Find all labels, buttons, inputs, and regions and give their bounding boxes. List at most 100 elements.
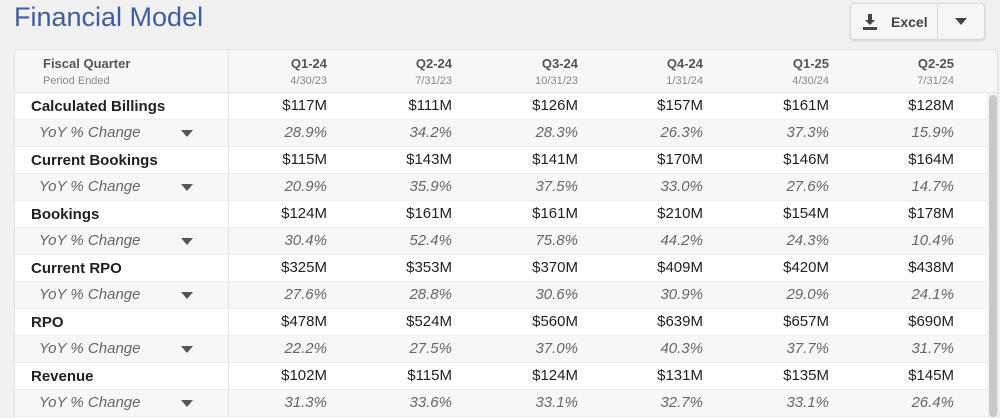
table-cell: 44.2% [660, 232, 703, 249]
download-icon [863, 13, 877, 30]
table-cell: $124M [532, 367, 578, 384]
quarter-label: Q1-25 [792, 56, 829, 71]
row-label-cell: Current Bookings [15, 147, 229, 173]
metric-dropdown[interactable] [179, 341, 195, 357]
table-cell: $325M [281, 259, 327, 276]
table-cell: 28.8% [409, 286, 452, 303]
export-button-group: Excel [850, 3, 985, 40]
button-divider [937, 4, 938, 39]
table-cell: 52.4% [409, 232, 452, 249]
table-cell: $124M [281, 205, 327, 222]
header-quarter: Q1-24 4/30/23 [227, 50, 327, 93]
table-row-yoy: YoY % Change 22.2% 27.5% 37.0% 40.3% 37.7% 31.… [15, 336, 987, 363]
metric-dropdown[interactable] [179, 179, 195, 195]
table-cell: $154M [783, 205, 829, 222]
table-cell: 32.7% [660, 394, 703, 411]
excel-export-button[interactable]: Excel [851, 4, 937, 39]
table-cell: $478M [281, 313, 327, 330]
table-cell: 34.2% [409, 124, 452, 141]
row-label: YoY % Change [39, 394, 141, 411]
table-cell: $657M [783, 313, 829, 330]
table-cell: $161M [406, 205, 452, 222]
row-label: YoY % Change [39, 286, 141, 303]
metric-dropdown[interactable] [179, 287, 195, 303]
caret-down-icon [181, 237, 193, 245]
row-label-cell: YoY % Change [15, 390, 229, 416]
row-label-cell: Bookings [15, 201, 229, 227]
quarter-label: Q3-24 [541, 56, 578, 71]
table-header: Fiscal Quarter Period Ended Q1-24 4/30/23… [15, 50, 997, 93]
table-cell: $370M [532, 259, 578, 276]
header-quarter: Q2-25 7/31/24 [854, 50, 954, 93]
row-label-cell: Revenue [15, 363, 229, 389]
table-cell: 33.1% [786, 394, 829, 411]
table-row: Current RPO $325M $353M $370M $409M $420M $438… [15, 255, 987, 282]
table-cell: 31.3% [284, 394, 327, 411]
quarter-date: 10/31/23 [535, 75, 578, 87]
table-cell: 27.6% [786, 178, 829, 195]
table-row: Revenue $102M $115M $124M $131M $135M $145M [15, 363, 987, 390]
vertical-scrollbar[interactable] [987, 93, 997, 418]
table-cell: 29.0% [786, 286, 829, 303]
scrollbar-thumb[interactable] [989, 95, 997, 417]
table-cell: $164M [908, 151, 954, 168]
table-cell: $128M [908, 97, 954, 114]
table-cell: 27.6% [284, 286, 327, 303]
quarter-label: Q2-24 [415, 56, 452, 71]
table-row: Calculated Billings $117M $111M $126M $157M $… [15, 93, 987, 120]
table-cell: $420M [783, 259, 829, 276]
table-cell: $126M [532, 97, 578, 114]
row-label: Revenue [31, 368, 94, 385]
table-cell: 40.3% [660, 340, 703, 357]
caret-down-icon [181, 291, 193, 299]
table-cell: $161M [532, 205, 578, 222]
row-label: Calculated Billings [31, 98, 166, 115]
table-cell: 28.3% [535, 124, 578, 141]
table-cell: 33.1% [535, 394, 578, 411]
table-cell: $639M [657, 313, 703, 330]
quarter-date: 7/31/24 [917, 75, 954, 87]
table-row-yoy: YoY % Change 27.6% 28.8% 30.6% 30.9% 29.0% 24.… [15, 282, 987, 309]
table-cell: 22.2% [284, 340, 327, 357]
caret-down-icon [181, 345, 193, 353]
metric-dropdown[interactable] [179, 233, 195, 249]
table-cell: $102M [281, 367, 327, 384]
row-label: YoY % Change [39, 124, 141, 141]
row-label-cell: YoY % Change [15, 282, 229, 308]
table-cell: $438M [908, 259, 954, 276]
header-fiscal-quarter: Fiscal Quarter Period Ended [15, 50, 229, 93]
metric-dropdown[interactable] [179, 395, 195, 411]
table-cell: $157M [657, 97, 703, 114]
table-cell: 24.1% [911, 286, 954, 303]
table-cell: 10.4% [911, 232, 954, 249]
header-quarter: Q3-24 10/31/23 [478, 50, 578, 93]
table-cell: $117M [282, 97, 327, 114]
export-options-dropdown[interactable] [938, 4, 984, 39]
row-label-cell: YoY % Change [15, 120, 229, 146]
table-cell: $141M [532, 151, 578, 168]
metric-dropdown[interactable] [179, 125, 195, 141]
table-cell: 37.0% [535, 340, 578, 357]
caret-down-icon [955, 18, 967, 25]
excel-label: Excel [891, 13, 928, 30]
row-label: YoY % Change [39, 178, 141, 195]
table-row: Bookings $124M $161M $161M $210M $154M $178M [15, 201, 987, 228]
quarter-label: Q4-24 [666, 56, 703, 71]
table-cell: $524M [406, 313, 452, 330]
table-cell: 31.7% [911, 340, 954, 357]
table-cell: $115M [407, 367, 452, 384]
row-label: YoY % Change [39, 232, 141, 249]
table-cell: 30.4% [284, 232, 327, 249]
caret-down-icon [181, 183, 193, 191]
table-cell: $111M [408, 97, 452, 114]
table-cell: 37.7% [786, 340, 829, 357]
table-cell: $131M [657, 367, 703, 384]
table-cell: 26.4% [911, 394, 954, 411]
table-row-yoy: YoY % Change 30.4% 52.4% 75.8% 44.2% 24.3% 10.… [15, 228, 987, 255]
table-cell: $115M [282, 151, 327, 168]
row-label: Current Bookings [31, 152, 158, 169]
row-label-cell: Calculated Billings [15, 93, 229, 119]
table-cell: 33.6% [409, 394, 452, 411]
caret-down-icon [181, 399, 193, 407]
table-row-yoy: YoY % Change 28.9% 34.2% 28.3% 26.3% 37.3% 15.… [15, 120, 987, 147]
